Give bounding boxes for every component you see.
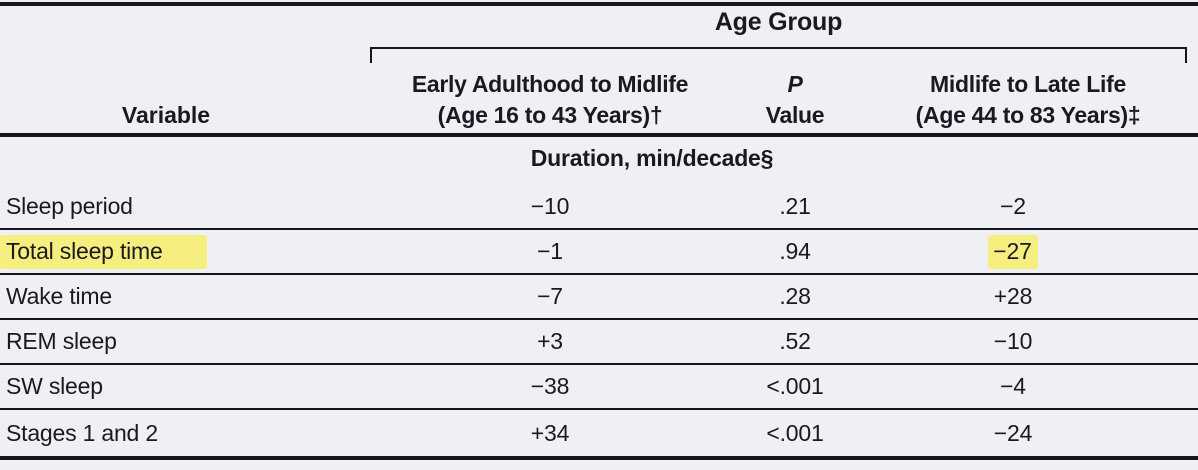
early-adulthood-value-cell: −1	[370, 238, 730, 265]
midlife-late-value: −10	[993, 328, 1033, 354]
header-rule	[0, 133, 1198, 137]
row-variable-cell: Sleep period	[0, 193, 370, 220]
variable-column-header: Variable	[121, 102, 211, 128]
midlife-late-value-cell: −10	[860, 328, 1198, 355]
p-value: .28	[779, 283, 811, 309]
table-row: SW sleep −38 <.001 −4	[0, 365, 1198, 410]
row-variable-cell: REM sleep	[0, 328, 370, 355]
p-value-column-header: P Value	[728, 69, 862, 131]
midlife-late-value-cell: +28	[860, 283, 1198, 310]
midlife-late-value-cell: −2	[860, 193, 1198, 220]
row-variable-cell: SW sleep	[0, 373, 370, 400]
table-body: Sleep period −10 .21 −2 Total sleep time…	[0, 185, 1198, 460]
early-adulthood-value-cell: −10	[370, 193, 730, 220]
early-adulthood-value: +3	[537, 328, 563, 354]
row-variable-label: SW sleep	[6, 373, 103, 399]
age-group-spanner: Age Group	[714, 8, 843, 36]
p-value: <.001	[766, 373, 824, 399]
table-row: REM sleep +3 .52 −10	[0, 320, 1198, 365]
early-adulthood-value: −10	[530, 193, 570, 219]
table-row: Stages 1 and 2 +34 <.001 −24	[0, 410, 1198, 460]
p-value-cell: .28	[730, 283, 860, 310]
row-variable-cell: Wake time	[0, 283, 370, 310]
early-adulthood-column-header: Early Adulthood to Midlife (Age 16 to 43…	[372, 69, 728, 131]
table-row: Total sleep time −1 .94 −27	[0, 230, 1198, 275]
p-value: .52	[779, 328, 811, 354]
midlife-late-column-header: Midlife to Late Life (Age 44 to 83 Years…	[862, 69, 1194, 131]
early-adulthood-value-cell: −38	[370, 373, 730, 400]
midlife-late-value: +28	[993, 283, 1033, 309]
p-header-line2: Value	[765, 102, 825, 128]
row-variable-cell: Stages 1 and 2	[0, 420, 370, 447]
early-adulthood-value-cell: +34	[370, 420, 730, 447]
row-variable-label: REM sleep	[6, 328, 117, 354]
midlife-late-header-line1: Midlife to Late Life	[930, 71, 1126, 97]
early-adulthood-value: −1	[537, 238, 563, 264]
p-value-cell: .94	[730, 238, 860, 265]
row-variable-label: Sleep period	[6, 193, 133, 219]
midlife-late-value-cell: −24	[860, 420, 1198, 447]
row-variable-cell: Total sleep time	[0, 234, 370, 269]
p-value: .21	[779, 193, 811, 219]
midlife-late-value: −24	[993, 419, 1033, 446]
table-row: Wake time −7 .28 +28	[0, 275, 1198, 320]
midlife-late-value: −4	[1000, 373, 1026, 399]
early-adulthood-header-line1: Early Adulthood to Midlife	[411, 71, 689, 97]
early-adulthood-value: −7	[537, 283, 563, 309]
p-value: .94	[779, 238, 811, 264]
p-value-cell: .21	[730, 193, 860, 220]
top-rule	[0, 2, 1198, 6]
early-adulthood-value-cell: +3	[370, 328, 730, 355]
midlife-late-value: −2	[1000, 193, 1026, 219]
row-variable-label: Total sleep time	[0, 234, 207, 269]
p-value: <.001	[766, 419, 824, 446]
midlife-late-value-cell: −4	[860, 373, 1198, 400]
midlife-late-value-cell: −27	[860, 234, 1198, 269]
table-row: Sleep period −10 .21 −2	[0, 185, 1198, 230]
midlife-late-value: −27	[988, 234, 1038, 269]
p-value-cell: <.001	[730, 373, 860, 400]
p-value-cell: .52	[730, 328, 860, 355]
early-adulthood-value-cell: −7	[370, 283, 730, 310]
early-adulthood-value: +34	[530, 419, 570, 446]
early-adulthood-value: −38	[530, 373, 570, 399]
duration-section-header: Duration, min/decade§	[530, 145, 774, 171]
row-variable-label: Stages 1 and 2	[6, 419, 158, 446]
midlife-late-header-line2: (Age 44 to 83 Years)‡	[915, 102, 1141, 128]
p-header-line1: P	[787, 71, 803, 97]
early-adulthood-header-line2: (Age 16 to 43 Years)†	[437, 102, 663, 128]
row-variable-label: Wake time	[6, 283, 112, 309]
p-value-cell: <.001	[730, 420, 860, 447]
age-group-bracket	[370, 47, 1187, 63]
